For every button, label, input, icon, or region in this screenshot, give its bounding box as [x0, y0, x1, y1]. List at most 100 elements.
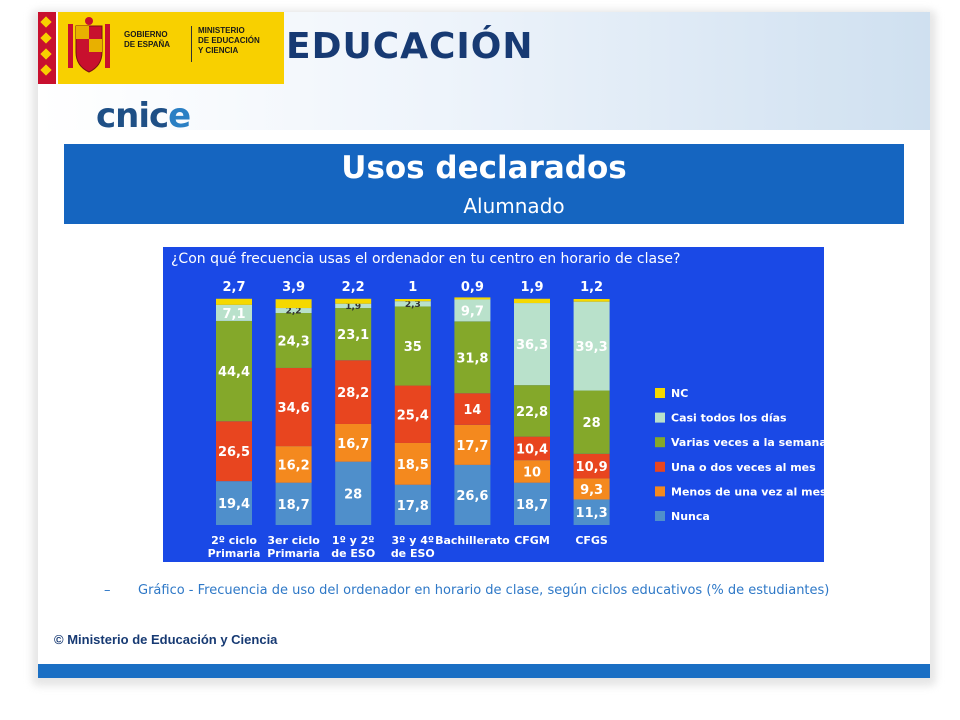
bar-segment-varias-veces-a-la-semana: [573, 390, 610, 454]
legend-swatch: [655, 437, 665, 448]
legend-label: Varias veces a la semana: [671, 436, 824, 449]
bar-segment-una-o-dos-veces-al-mes: [394, 385, 431, 443]
copyright: © Ministerio de Educación y Ciencia: [54, 632, 278, 647]
bar-segment-nunca: [454, 464, 491, 525]
bar-segment-casi-todos-los-días: [394, 301, 431, 307]
bar-segment-nunca: [275, 482, 312, 525]
data-label: 39,3: [576, 340, 608, 355]
coat-of-arms-icon: [68, 17, 110, 73]
legend-swatch: [655, 511, 665, 521]
data-label: 26,5: [218, 445, 250, 460]
x-tick-label: Primaria: [208, 547, 261, 560]
legend-swatch: [655, 486, 665, 497]
bar-segment-varias-veces-a-la-semana: [454, 321, 491, 394]
data-label: 2,2: [286, 307, 302, 317]
bar-segment-nc: [514, 298, 550, 304]
ministry-line-3: Y CIENCIA: [198, 46, 239, 55]
bar-segment-nc: [454, 297, 491, 300]
data-label: 24,3: [278, 334, 310, 349]
bar-segment-casi-todos-los-días: [573, 301, 610, 391]
data-label-nc: 2,7: [222, 280, 245, 295]
bar-segment-nc: [573, 299, 610, 302]
data-label: 1,9: [345, 302, 361, 312]
data-label-nc: 1,2: [580, 280, 603, 295]
logo-divider: [191, 26, 192, 62]
legend-swatch: [655, 461, 665, 472]
data-label: 17,7: [456, 439, 488, 454]
bar-segment-nunca: [514, 482, 550, 525]
chart-svg: ¿Con qué frecuencia usas el ordenador en…: [163, 247, 827, 562]
x-tick-label: CFGS: [575, 534, 608, 547]
government-logo: GOBIERNO DE ESPAÑA MINISTERIO DE EDUCACI…: [58, 12, 284, 84]
bar-segment-nunca: [216, 481, 252, 525]
x-tick-label: 2º ciclo: [211, 534, 257, 547]
data-label: 28,2: [337, 386, 369, 401]
data-label: 44,4: [218, 365, 250, 380]
data-label: 18,7: [516, 498, 548, 513]
data-label: 18,5: [397, 458, 429, 473]
gov-line-1: GOBIERNO: [124, 30, 168, 39]
bar-segment-casi-todos-los-días: [216, 304, 252, 321]
bar-segment-nunca: [573, 499, 610, 525]
chart: ¿Con qué frecuencia usas el ordenador en…: [163, 247, 827, 562]
bar-segment-nunca: [335, 461, 372, 525]
slide-subtitle: Alumnado: [463, 194, 565, 218]
legend-label: NC: [671, 387, 688, 400]
bar-segment-casi-todos-los-días: [335, 303, 372, 309]
data-label: 2,3: [405, 300, 421, 310]
data-label: 10: [523, 465, 541, 480]
ministry-line-2: DE EDUCACIÓN: [198, 36, 260, 45]
title-bar: Usos declarados Alumnado: [64, 144, 904, 224]
data-label: 26,6: [456, 489, 488, 504]
bar-segment-varias-veces-a-la-semana: [275, 313, 312, 368]
data-label: 35: [404, 340, 422, 355]
bar-segment-una-o-dos-veces-al-mes: [216, 421, 252, 482]
x-tick-label: Primaria: [267, 547, 320, 560]
ministry-line-1: MINISTERIO: [198, 26, 245, 35]
eu-flag-strip: [38, 12, 56, 84]
legend-swatch: [655, 412, 665, 423]
x-tick-label: Bachillerato: [435, 534, 510, 547]
data-label: 25,4: [397, 408, 429, 423]
bar-segment-varias-veces-a-la-semana: [216, 320, 252, 422]
data-label: 22,8: [516, 405, 548, 420]
data-label: 9,3: [580, 483, 603, 498]
bar-segment-menos-de-una-vez-al-mes: [514, 460, 550, 483]
slide-title: Usos declarados: [341, 150, 627, 186]
bar-segment-nc: [394, 299, 431, 302]
legend-label: Una o dos veces al mes: [671, 461, 816, 474]
data-label: 31,8: [456, 351, 488, 366]
data-label-nc: 0,9: [461, 280, 484, 295]
data-label-nc: 1: [408, 280, 417, 295]
star-icon: [40, 48, 52, 60]
x-tick-label: de ESO: [391, 547, 435, 560]
bar-segment-nc: [335, 298, 372, 304]
caption-dash: –: [104, 583, 111, 598]
bottom-bar: [38, 664, 930, 678]
bar-segment-nc: [216, 298, 252, 305]
x-tick-label: de ESO: [331, 547, 375, 560]
bar-segment-varias-veces-a-la-semana: [514, 385, 550, 437]
cnice-logo: cnice: [96, 96, 191, 136]
data-label: 11,3: [576, 506, 608, 521]
legend-swatch: [655, 388, 665, 398]
data-label-nc: 3,9: [282, 280, 305, 295]
legend-label: Nunca: [671, 510, 710, 523]
bar-segment-varias-veces-a-la-semana: [335, 308, 372, 361]
bar-segment-una-o-dos-veces-al-mes: [275, 367, 312, 447]
data-label-nc: 2,2: [342, 280, 365, 295]
bar-segment-varias-veces-a-la-semana: [394, 306, 431, 386]
data-label: 28: [344, 487, 362, 502]
star-icon: [40, 32, 52, 44]
legend-label: Casi todos los días: [671, 412, 787, 425]
bar-segment-una-o-dos-veces-al-mes: [514, 436, 550, 461]
data-label: 34,6: [278, 401, 310, 416]
bar-segment-casi-todos-los-días: [514, 303, 550, 386]
cnice-logo-part-a: cnic: [96, 96, 169, 136]
data-label: 10,4: [516, 442, 548, 457]
bar-segment-nc: [275, 299, 312, 309]
data-label: 16,2: [278, 458, 310, 473]
data-label: 14: [463, 403, 481, 418]
x-tick-label: CFGM: [514, 534, 550, 547]
data-label: 10,9: [576, 460, 608, 475]
